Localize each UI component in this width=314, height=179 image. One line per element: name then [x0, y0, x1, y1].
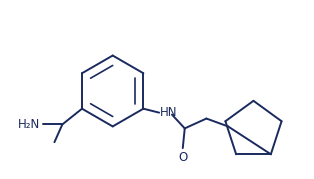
- Text: O: O: [178, 151, 187, 164]
- Text: H₂N: H₂N: [17, 118, 40, 131]
- Text: HN: HN: [160, 106, 178, 119]
